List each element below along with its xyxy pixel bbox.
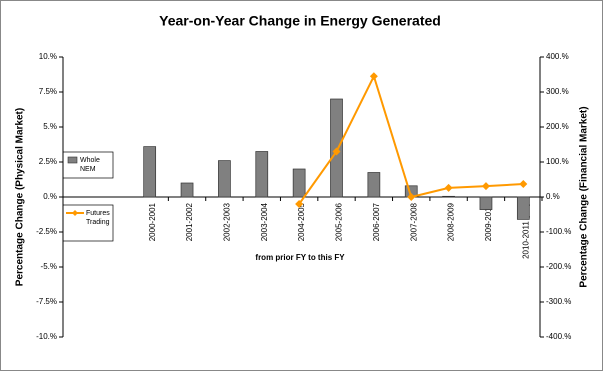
- marker: [519, 180, 528, 189]
- y2-tick-label: -100.%: [546, 227, 571, 236]
- y2-tick-label: 400.%: [546, 52, 569, 61]
- x-tick-label: 2001-2002: [185, 202, 194, 241]
- x-tick-label: 2004-2005: [297, 202, 306, 241]
- y-tick-label: 0.%: [43, 192, 57, 201]
- legend-box: [62, 204, 114, 242]
- y-tick-label: -7.5%: [36, 297, 57, 306]
- y-axis-label: Percentage Change (Physical Market): [15, 108, 26, 286]
- legend-swatch: [72, 210, 78, 216]
- y-tick-label: 7.5%: [39, 87, 57, 96]
- y2-tick-label: 100.%: [546, 157, 569, 166]
- x-tick-label: 2003-2004: [260, 202, 269, 241]
- bar: [143, 146, 157, 198]
- x-tick-label: 2010-2011 (est): [521, 203, 530, 259]
- chart-title: Year-on-Year Change in Energy Generated: [159, 13, 441, 29]
- y-tick-label: 2.5%: [39, 157, 57, 166]
- bar: [255, 151, 269, 198]
- y-tick-label: 5.%: [43, 122, 57, 131]
- bar: [180, 182, 194, 198]
- y-tick-label: 10.%: [39, 52, 57, 61]
- legend-box: [62, 151, 114, 179]
- y2-axis-label: Percentage Change (Financial Market): [579, 106, 590, 287]
- marker: [295, 200, 304, 208]
- x-tick-label: 2006-2007: [372, 202, 381, 241]
- y2-tick-label: 0.%: [546, 192, 560, 201]
- y2-tick-label: -300.%: [546, 297, 571, 306]
- y2-tick-label: 300.%: [546, 87, 569, 96]
- y2-tick-label: 200.%: [546, 122, 569, 131]
- x-tick-label: 2002-2003: [223, 202, 232, 241]
- bar: [218, 160, 231, 198]
- marker: [444, 183, 453, 192]
- x-tick-label: 2008-2009: [447, 202, 456, 241]
- marker: [481, 182, 490, 191]
- bar: [367, 172, 381, 198]
- x-tick-label: 2007-2008: [409, 202, 418, 241]
- x-tick-label: 2005-2006: [335, 202, 344, 241]
- marker: [332, 147, 341, 156]
- y-tick-label: -5.%: [41, 262, 57, 271]
- marker: [407, 193, 416, 201]
- bar: [442, 195, 455, 198]
- annotation: from prior FY to this FY: [255, 253, 345, 262]
- x-tick-label: 2000-2001: [148, 202, 157, 241]
- x-tick-label: 2009-2010: [484, 202, 493, 241]
- y-tick-label: -10.%: [36, 332, 57, 341]
- legend-swatch: [67, 156, 78, 164]
- marker: [369, 72, 378, 81]
- y2-tick-label: -200.%: [546, 262, 571, 271]
- bar: [516, 196, 530, 220]
- bar: [479, 196, 493, 210]
- bar: [292, 168, 306, 198]
- legend-label: Whole NEM: [80, 157, 100, 173]
- legend-label: Futures Trading: [86, 210, 110, 226]
- y2-tick-label: -400.%: [546, 332, 571, 341]
- y-tick-label: -2.5%: [36, 227, 57, 236]
